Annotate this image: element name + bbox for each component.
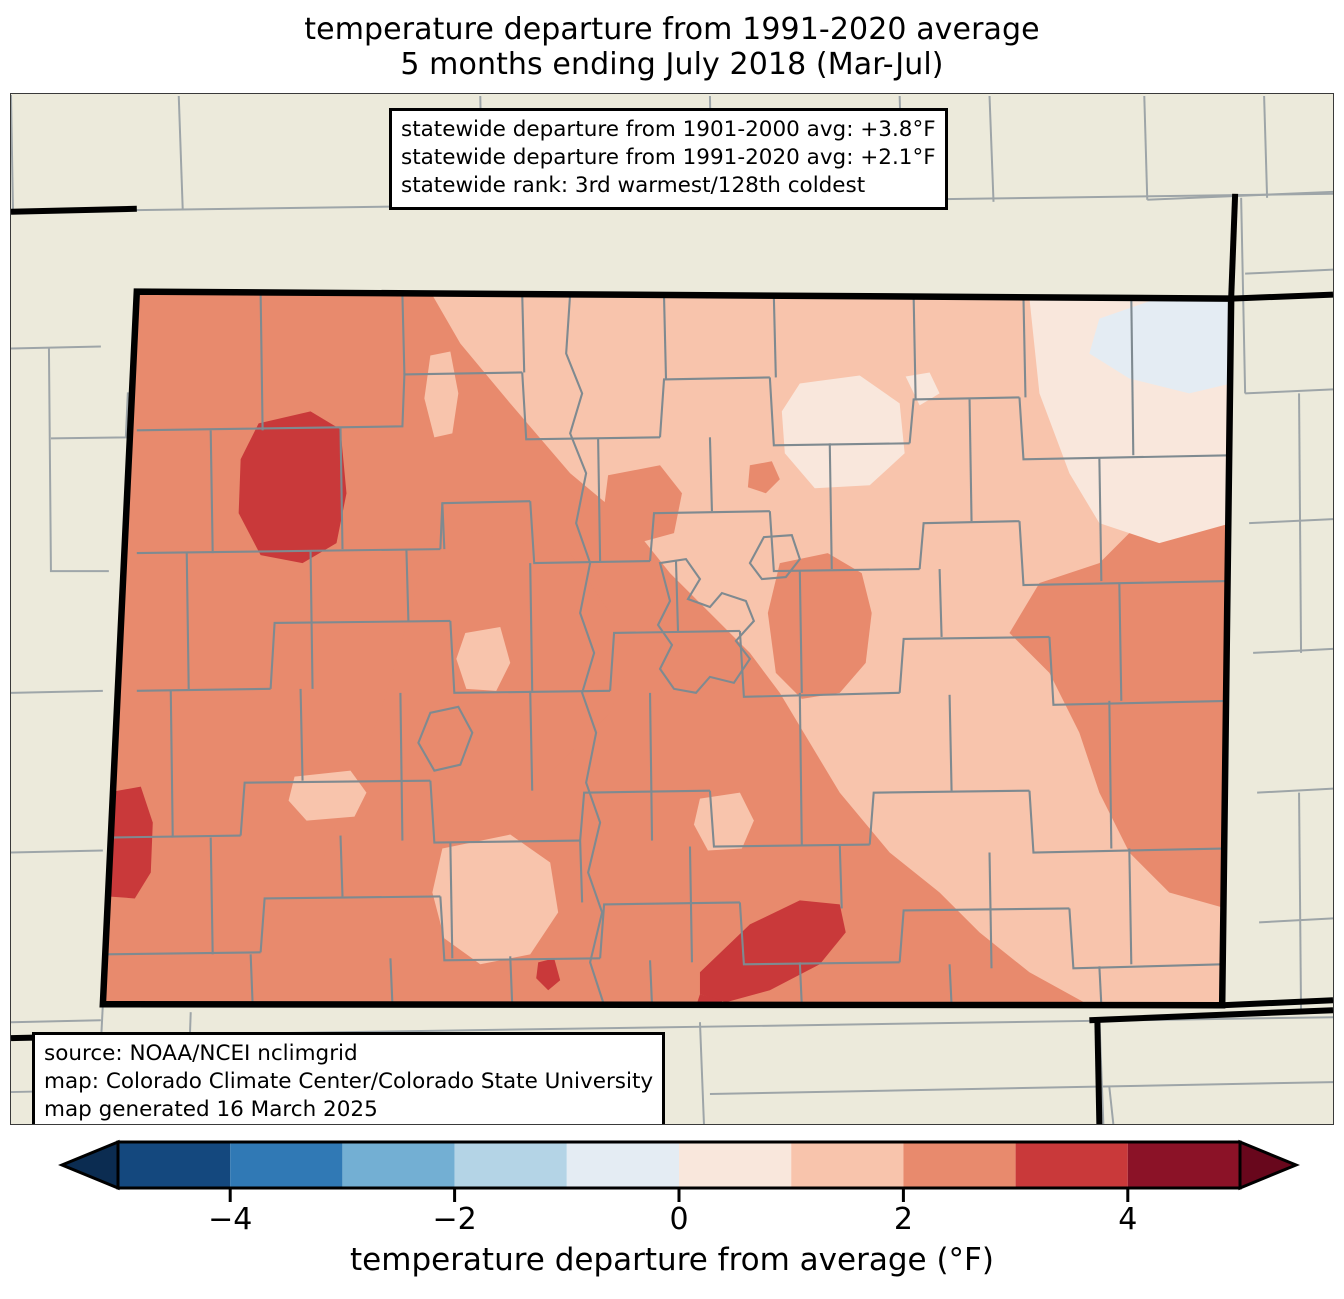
stats-line-2: statewide departure from 1991-2020 avg: … xyxy=(401,144,936,170)
colorbar-over-arrow xyxy=(1238,1139,1300,1191)
source-line-2: map: Colorado Climate Center/Colorado St… xyxy=(44,1068,654,1094)
colorbar-tick-label-4: 4 xyxy=(1118,1202,1138,1237)
colorbar-tick-label-1: −2 xyxy=(432,1202,477,1237)
colorbar-band-5 xyxy=(679,1142,792,1188)
colorbar-band-8 xyxy=(1015,1142,1128,1188)
colorbar-band-3 xyxy=(454,1142,567,1188)
temperature-departure-raster xyxy=(102,291,1232,1006)
colorbar-tick-marks xyxy=(228,1188,1130,1202)
colorbar-band-9 xyxy=(1127,1142,1240,1188)
stats-line-1: statewide departure from 1901-2000 avg: … xyxy=(401,117,936,142)
colorbar-tick-label-group: −4 −2 0 2 4 xyxy=(0,1202,1344,1244)
colorbar-band-group xyxy=(58,1139,1300,1191)
hot-speck-south-a xyxy=(536,958,561,991)
warm-speck-north xyxy=(747,461,780,494)
band-minus1-to-0-corner xyxy=(1089,298,1232,394)
hot-blob-northwest xyxy=(238,411,347,564)
title-line-1: temperature departure from 1991-2020 ave… xyxy=(304,12,1040,47)
hot-blob-southcentral xyxy=(699,900,846,1003)
colorbar-tick-label-2: 0 xyxy=(669,1202,689,1237)
peach-patch-sanluis xyxy=(432,834,559,965)
colorado-temperature-departure-map[interactable] xyxy=(11,94,1333,1124)
colorbar-swatches xyxy=(58,1139,1300,1202)
colorbar-band-2 xyxy=(342,1142,455,1188)
colorado-state-outline xyxy=(99,288,1235,1009)
colorbar-band-4 xyxy=(566,1142,679,1188)
band-0-to-1-patch-north-park xyxy=(781,375,905,489)
colorbar-band-7 xyxy=(903,1142,1016,1188)
county-boundaries xyxy=(106,293,1232,1006)
map-panel[interactable]: statewide departure from 1901-2000 avg: … xyxy=(10,93,1334,1125)
front-range-warm-tongue xyxy=(767,553,872,699)
peach-patch-central-a xyxy=(456,626,511,691)
title-line-2: 5 months ending July 2018 (Mar-Jul) xyxy=(400,47,944,83)
source-line-1: source: NOAA/NCEI nclimgrid xyxy=(44,1041,358,1066)
page-title: temperature departure from 1991-2020 ave… xyxy=(0,12,1344,83)
stats-line-3: statewide rank: 3rd warmest/128th coldes… xyxy=(401,172,866,198)
peach-patch-central-b xyxy=(693,792,754,851)
darker-patch-north xyxy=(602,465,682,546)
source-line-3: map generated 16 March 2025 xyxy=(44,1096,378,1122)
colorbar-band-1 xyxy=(230,1142,343,1188)
colorbar-legend: −4 −2 0 2 4 temperature departure from avera… xyxy=(0,1130,1344,1299)
colorbar-under-arrow xyxy=(58,1139,120,1191)
colorbar-tick-label-3: 2 xyxy=(893,1202,913,1237)
colorbar-tick-label-0: −4 xyxy=(208,1202,253,1237)
colorbar-axis-label: temperature departure from average (°F) xyxy=(350,1242,994,1278)
source-credit-box: source: NOAA/NCEI nclimgrid map: Colorad… xyxy=(32,1032,666,1124)
band-0-to-1-speck xyxy=(905,372,940,406)
colorbar-band-6 xyxy=(791,1142,904,1188)
peach-patch-west-a xyxy=(288,770,367,821)
statewide-stats-box: statewide departure from 1901-2000 avg: … xyxy=(389,108,948,210)
colorbar-band-0 xyxy=(118,1142,231,1188)
